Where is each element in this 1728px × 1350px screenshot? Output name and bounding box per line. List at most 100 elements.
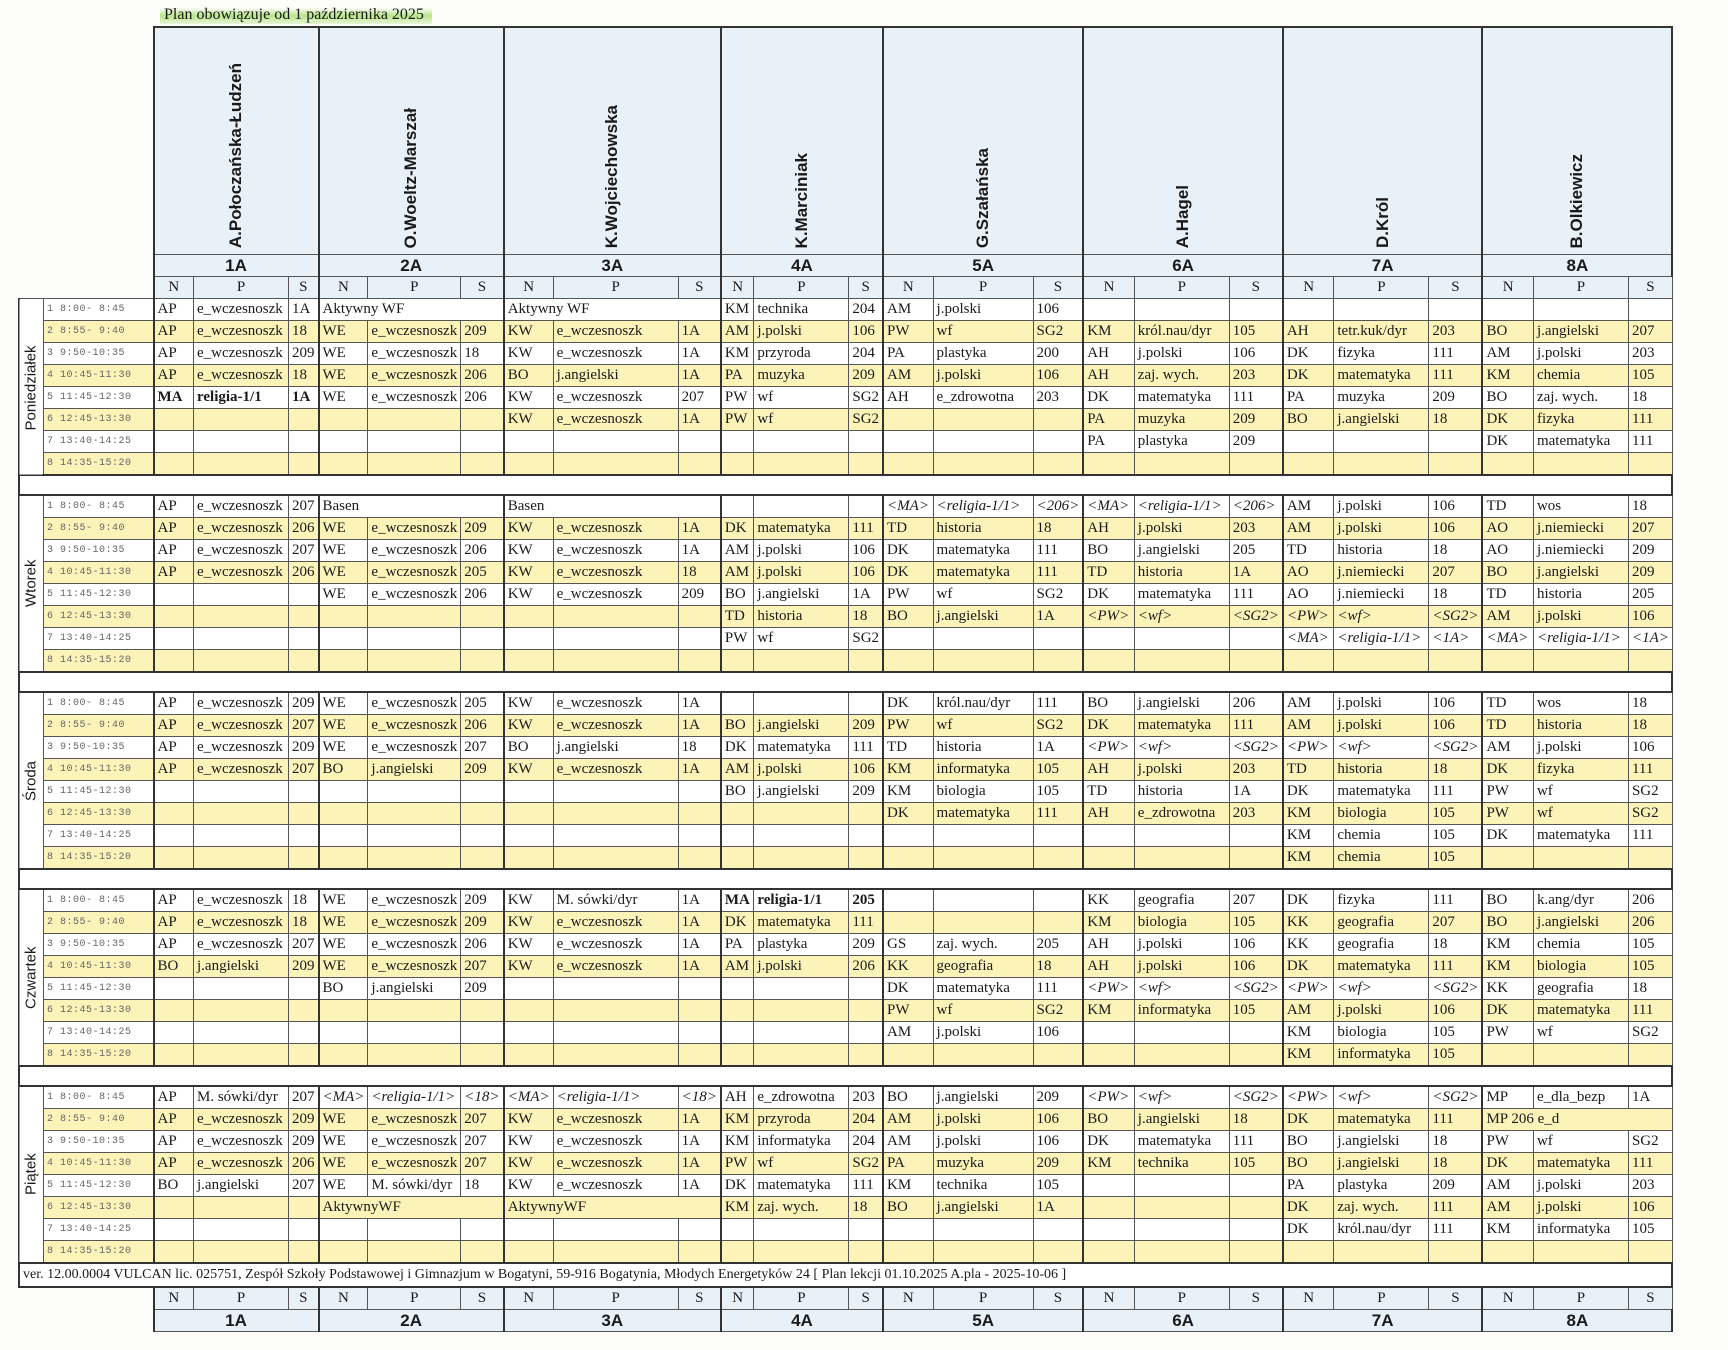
teacher-code[interactable]: KW — [502, 539, 554, 562]
subject[interactable] — [932, 1043, 1034, 1067]
subject[interactable] — [753, 649, 850, 673]
subject[interactable]: e_wczesnoszk — [367, 342, 462, 365]
teacher-code[interactable]: AM — [719, 320, 755, 343]
room[interactable] — [848, 452, 884, 476]
teacher-code[interactable]: <MA> — [317, 1085, 369, 1109]
teacher-code[interactable]: KW — [502, 408, 554, 431]
room[interactable]: 105 — [1428, 1021, 1483, 1044]
teacher-code[interactable] — [317, 1043, 369, 1067]
subject[interactable] — [1133, 1218, 1230, 1241]
merged-cell[interactable]: Basen — [317, 494, 505, 518]
teacher-code[interactable]: AM — [1481, 605, 1534, 628]
subject[interactable]: e_wczesnoszk — [367, 691, 462, 715]
subject[interactable]: matematyka — [1133, 1130, 1230, 1153]
room[interactable]: 1A — [677, 691, 722, 715]
room[interactable]: SG2 — [848, 386, 884, 409]
subject[interactable]: matematyka — [1133, 583, 1230, 606]
room[interactable]: 209 — [1032, 1152, 1084, 1175]
subject[interactable]: plastyka — [1133, 430, 1230, 453]
room[interactable] — [1228, 649, 1284, 673]
subject[interactable] — [367, 408, 462, 431]
subject[interactable]: e_wczesnoszk — [193, 1130, 289, 1153]
subject[interactable]: e_wczesnoszk — [552, 1174, 679, 1197]
subject[interactable]: j.polski — [932, 1108, 1034, 1131]
subject[interactable]: j.polski — [1532, 736, 1629, 759]
subject[interactable] — [1133, 1021, 1230, 1044]
subject[interactable] — [193, 824, 289, 847]
room[interactable] — [460, 780, 505, 803]
room[interactable] — [1228, 1196, 1284, 1219]
subject[interactable] — [1333, 430, 1430, 453]
room[interactable] — [288, 452, 319, 476]
teacher-code[interactable]: WE — [317, 955, 369, 978]
teacher-code[interactable]: KK — [1481, 977, 1534, 1000]
room[interactable]: 1A — [677, 1130, 722, 1153]
subject[interactable]: e_wczesnoszk — [367, 714, 462, 737]
room[interactable]: 1A — [677, 517, 722, 540]
room[interactable]: 206 — [460, 386, 505, 409]
subject[interactable]: zaj. wych. — [932, 933, 1034, 956]
subject[interactable]: M. sówki/dyr — [367, 1174, 462, 1197]
room[interactable] — [1627, 1240, 1673, 1264]
teacher-code[interactable]: AH — [1082, 517, 1135, 540]
subject[interactable] — [193, 846, 289, 870]
subject[interactable]: j.angielski — [193, 1174, 289, 1197]
subject[interactable]: e_wczesnoszk — [552, 561, 679, 584]
subject[interactable]: j.angielski — [932, 605, 1034, 628]
teacher-code[interactable] — [1082, 627, 1135, 650]
subject[interactable]: M. sówki/dyr — [193, 1085, 289, 1109]
teacher-code[interactable]: KW — [502, 888, 554, 912]
room[interactable]: 111 — [1627, 999, 1673, 1022]
teacher-code[interactable]: DK — [719, 517, 755, 540]
subject[interactable]: j.niemiecki — [1532, 517, 1629, 540]
subject[interactable]: e_wczesnoszk — [193, 911, 289, 934]
subject[interactable] — [193, 802, 289, 825]
subject[interactable]: historia — [753, 605, 850, 628]
class-code-bottom[interactable]: 3A — [502, 1309, 722, 1332]
subject[interactable]: <wf> — [1333, 605, 1430, 628]
teacher-code[interactable]: BO — [719, 583, 755, 606]
room[interactable] — [1428, 298, 1483, 321]
room[interactable]: 209 — [460, 758, 505, 781]
room[interactable] — [288, 846, 319, 870]
teacher-code[interactable]: TD — [1082, 561, 1135, 584]
subject[interactable]: wf — [932, 320, 1034, 343]
teacher-code[interactable] — [152, 977, 194, 1000]
subject[interactable]: e_wczesnoszk — [193, 517, 289, 540]
subject[interactable]: wf — [753, 1152, 850, 1175]
class-code-bottom[interactable]: 2A — [317, 1309, 505, 1332]
subject[interactable] — [932, 649, 1034, 673]
teacher-code[interactable]: DK — [882, 561, 934, 584]
room[interactable] — [460, 430, 505, 453]
room[interactable]: 209 — [1428, 1174, 1483, 1197]
room[interactable] — [1228, 1240, 1284, 1264]
room[interactable] — [1032, 649, 1084, 673]
subject[interactable]: przyroda — [753, 342, 850, 365]
subject[interactable]: e_wczesnoszk — [552, 517, 679, 540]
teacher-code[interactable] — [882, 1240, 934, 1264]
subject[interactable] — [753, 1240, 850, 1264]
teacher-code[interactable]: KM — [1281, 1043, 1335, 1067]
teacher-code[interactable]: KK — [1082, 888, 1135, 912]
teacher-code[interactable]: AM — [882, 1130, 934, 1153]
room[interactable]: 207 — [677, 386, 722, 409]
room[interactable]: 1A — [1627, 1085, 1673, 1109]
room[interactable]: 209 — [460, 977, 505, 1000]
teacher-code[interactable]: <PW> — [1281, 977, 1335, 1000]
room[interactable]: SG2 — [1032, 999, 1084, 1022]
subject[interactable]: wf — [1532, 802, 1629, 825]
room[interactable]: 18 — [1627, 977, 1673, 1000]
teacher-code[interactable]: BO — [882, 1196, 934, 1219]
room[interactable] — [1228, 298, 1284, 321]
room[interactable]: 105 — [1228, 1152, 1284, 1175]
teacher-code[interactable]: KW — [502, 320, 554, 343]
subject[interactable] — [193, 452, 289, 476]
subject[interactable]: j.polski — [753, 758, 850, 781]
teacher-code[interactable] — [317, 1021, 369, 1044]
teacher-code[interactable]: AH — [719, 1085, 755, 1109]
subject[interactable]: geografia — [932, 955, 1034, 978]
room[interactable]: 207 — [1228, 888, 1284, 912]
teacher-code[interactable] — [317, 605, 369, 628]
teacher-code[interactable]: AH — [882, 386, 934, 409]
room[interactable]: 209 — [288, 691, 319, 715]
